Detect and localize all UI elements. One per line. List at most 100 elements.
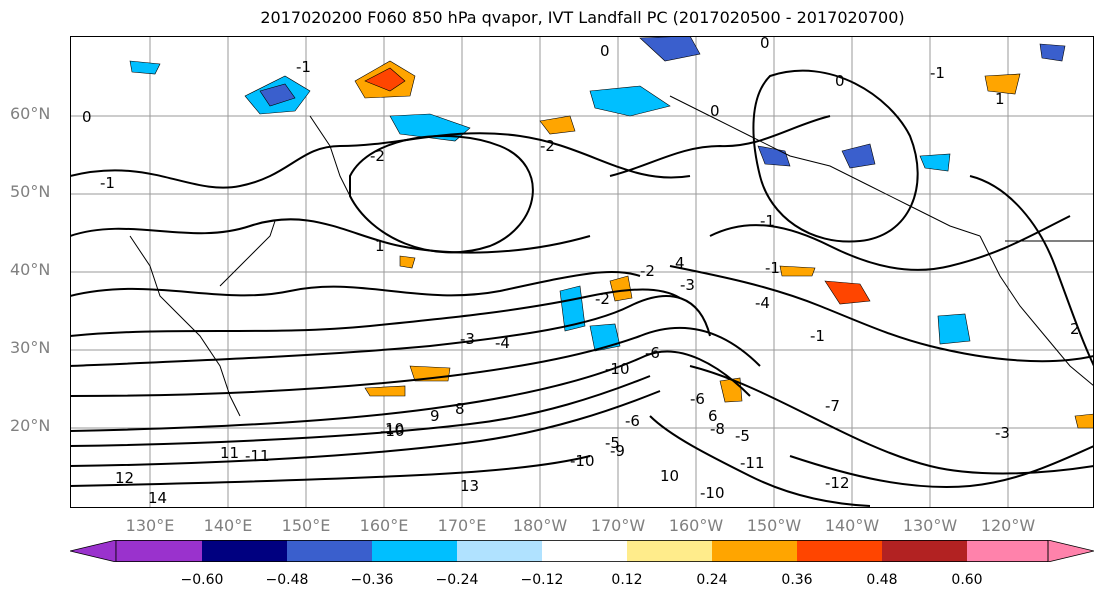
contour-label: -2: [540, 137, 555, 155]
contour-label: -5: [605, 434, 620, 452]
contour-label: 0: [710, 102, 720, 120]
contour-line: [752, 69, 919, 243]
shade-patch-pos: [364, 385, 406, 397]
graticule: [70, 36, 1094, 508]
contour-label: -1: [760, 212, 775, 230]
contour-line: [70, 327, 761, 397]
contour-label: -2: [640, 262, 655, 280]
contour-label: 13: [460, 477, 479, 495]
shade-patch-neg: [937, 313, 971, 345]
shade-patch-pos: [824, 280, 871, 305]
colorbar-segment: [202, 540, 287, 562]
map-canvas: 0 0 0 -1 0 0 -1 -1 -1 1 -2 -2 -2 -1 2 -3…: [70, 36, 1094, 508]
colorbar-tick-label: 0.12: [611, 572, 643, 588]
lat-label: 50°N: [10, 182, 51, 201]
coastline-japan: [219, 220, 276, 287]
colorbar-extend-right: [1047, 540, 1094, 562]
colorbar-segment: [882, 540, 967, 562]
coastline-asia: [129, 235, 241, 417]
contour-line: [70, 295, 711, 367]
colorbar: [70, 540, 1094, 562]
contour-line: [349, 135, 534, 254]
shade-patch-neg: [1039, 43, 1066, 62]
contour-label: -6: [645, 344, 660, 362]
colorbar-tick-label: −0.60: [180, 572, 224, 588]
contour-label: -3: [995, 424, 1010, 442]
colorbar-segment: [116, 540, 202, 562]
contour-label: -1: [810, 327, 825, 345]
contour-label: 1: [375, 237, 385, 255]
map-panel: 0 0 0 -1 0 0 -1 -1 -1 1 -2 -2 -2 -1 2 -3…: [70, 36, 1094, 508]
contour-label: -3: [680, 276, 695, 294]
contour-label: -6: [690, 390, 705, 408]
lon-label: 180°W: [512, 516, 568, 535]
shade-patch-pos: [399, 255, 416, 269]
contour-label: 1: [995, 90, 1005, 108]
lon-label: 150°E: [281, 516, 331, 535]
colorbar-tick-label: −0.48: [265, 572, 309, 588]
contour-label: -4: [495, 334, 510, 352]
contour-label-group: 0 0 0 -1 0 0 -1 -1 -1 1 -2 -2 -2 -1 2 -3…: [82, 36, 1080, 507]
colorbar-tick-label: −0.36: [350, 572, 394, 588]
contour-line: [669, 265, 1094, 363]
contour-label: 2: [1070, 320, 1080, 338]
shade-patch-neg: [841, 143, 876, 169]
lon-label: 150°W: [746, 516, 802, 535]
colorbar-segment: [457, 540, 542, 562]
lon-label: 160°E: [359, 516, 409, 535]
contour-line: [70, 390, 661, 467]
contour-line: [609, 115, 831, 177]
contour-label: -10: [380, 422, 405, 440]
shade-patch-neg: [919, 153, 951, 172]
contour-label: -3: [460, 330, 475, 348]
shade-patch-neg: [259, 83, 296, 107]
contour-label: -10: [570, 452, 595, 470]
contour-label: 4: [675, 254, 685, 272]
contour-label: -1: [765, 259, 780, 277]
contour-label: 0: [600, 42, 610, 60]
contour-line: [70, 288, 681, 337]
contour-label: 0: [760, 36, 770, 52]
shade-patch-neg: [639, 36, 701, 62]
contour-label: -9: [610, 442, 625, 460]
lon-label: 140°E: [203, 516, 253, 535]
contour-label: -10: [605, 360, 630, 378]
shade-patch-neg: [129, 60, 161, 75]
contour-label: -4: [755, 294, 770, 312]
shade-patch-pos: [609, 275, 633, 302]
plot-title: 2017020200 F060 850 hPa qvapor, IVT Land…: [260, 8, 905, 27]
contour-label: -5: [735, 427, 750, 445]
contour-line: [689, 365, 1094, 475]
contour-line: [70, 218, 591, 254]
contour-line: [709, 215, 1071, 271]
lon-label: 140°W: [824, 516, 880, 535]
colorbar-tick-label: −0.24: [435, 572, 479, 588]
shade-patch-neg: [757, 145, 791, 167]
contour-label: -1: [296, 58, 311, 76]
colorbar-tick-label: 0.36: [781, 572, 813, 588]
contour-label: -12: [825, 474, 850, 492]
lon-label: 170°W: [590, 516, 646, 535]
contour-line: [70, 350, 751, 432]
shade-patch-pos: [1074, 413, 1094, 429]
lat-label: 30°N: [10, 338, 51, 357]
contour-label: 8: [455, 400, 465, 418]
lon-label: 160°W: [668, 516, 724, 535]
contour-label: -1: [100, 174, 115, 192]
lon-label: 130°E: [125, 516, 175, 535]
contour-line: [649, 415, 871, 507]
colorbar-tick-label: −0.12: [520, 572, 564, 588]
contour-line: [70, 271, 641, 297]
colorbar-frame: [115, 540, 1049, 562]
coastline-namerica: [979, 235, 1094, 387]
colorbar-segment: [287, 540, 372, 562]
coastline-alaska: [669, 95, 981, 237]
contour-line: [70, 375, 651, 447]
contour-label: -11: [740, 454, 765, 472]
contour-label: 6: [708, 407, 718, 425]
contour-label: 10: [385, 420, 404, 438]
contour-label: 9: [430, 407, 440, 425]
contour-label: 0: [82, 108, 92, 126]
contour-label: -8: [710, 420, 725, 438]
contour-label: 0: [835, 72, 845, 90]
